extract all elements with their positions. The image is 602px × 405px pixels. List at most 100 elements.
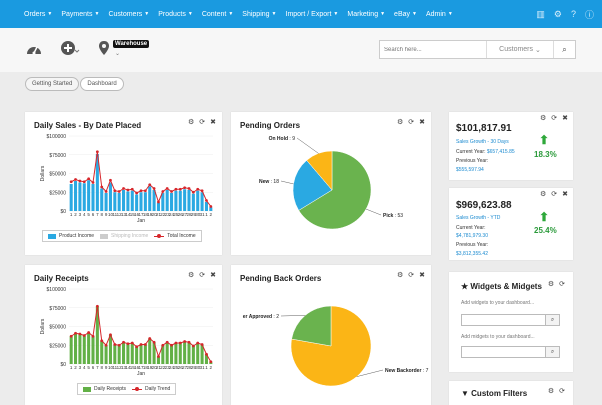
y-tick-label: $75000 xyxy=(49,153,66,159)
close-icon[interactable]: ✖ xyxy=(419,272,425,279)
legend-item[interactable]: Daily Trend xyxy=(131,386,170,392)
stat-link[interactable]: Sales Growth - YTD xyxy=(456,215,501,221)
refresh-icon[interactable]: ⟳ xyxy=(199,119,206,126)
pie-label: Pick : 53 xyxy=(383,213,403,219)
close-icon[interactable]: ✖ xyxy=(210,272,216,279)
x-tick-label: 12 xyxy=(117,365,123,370)
bar xyxy=(174,190,178,211)
search-bar: Customers ⌄ ⌕ xyxy=(379,40,576,59)
x-tick-label: 3 xyxy=(79,365,82,370)
search-icon[interactable]: ⌕ xyxy=(545,315,559,325)
gear-icon[interactable]: ⚙ xyxy=(187,119,195,126)
nav-item-label: Content xyxy=(201,10,227,18)
gear-icon[interactable]: ⚙ xyxy=(539,115,547,122)
nav-item-admin[interactable]: Admin ▼ xyxy=(426,11,453,18)
x-tick-label: 5 xyxy=(87,365,90,370)
warehouse-badge[interactable]: Warehouse xyxy=(113,40,150,48)
dashboard-gauge-icon[interactable] xyxy=(25,40,43,61)
nav-item-marketing[interactable]: Marketing ▼ xyxy=(347,11,385,18)
midget-search-input[interactable] xyxy=(462,347,545,357)
nav-item-products[interactable]: Products ▼ xyxy=(158,11,193,18)
nav-item-payments[interactable]: Payments ▼ xyxy=(61,11,99,18)
daily-receipts-panel: Daily Receipts ⚙ ⟳ ✖ $0 $25000 $50000 $75000 $… xyxy=(25,265,222,405)
refresh-icon[interactable]: ⟳ xyxy=(408,119,415,126)
trend-point xyxy=(82,180,86,184)
bar xyxy=(191,193,195,211)
trend-point xyxy=(135,191,139,195)
bar xyxy=(183,189,187,211)
x-tick-label: 14 xyxy=(125,212,131,217)
y-tick-label: $25000 xyxy=(49,190,66,196)
refresh-icon[interactable]: ⟳ xyxy=(559,281,565,288)
legend-item[interactable]: Daily Receipts xyxy=(83,386,126,392)
refresh-icon[interactable]: ⟳ xyxy=(551,191,558,198)
nav-item-ebay[interactable]: eBay ▼ xyxy=(394,11,417,18)
bar xyxy=(82,183,86,211)
gear-icon[interactable]: ⚙ xyxy=(547,281,555,288)
legend-item[interactable]: Product Income xyxy=(48,233,94,239)
nav-item-content[interactable]: Content ▼ xyxy=(202,11,233,18)
trend-point xyxy=(87,177,91,181)
trend-point xyxy=(69,180,73,184)
gear-icon[interactable]: ⚙ xyxy=(187,272,195,279)
legend-label: Product Income xyxy=(59,233,95,239)
bar xyxy=(78,334,82,364)
y-tick-label: $0 xyxy=(60,362,66,368)
bar xyxy=(178,343,182,364)
widget-search-input[interactable] xyxy=(462,315,545,325)
tab-getting-started[interactable]: Getting Started xyxy=(25,77,80,91)
bar xyxy=(204,202,208,211)
close-icon[interactable]: ✖ xyxy=(562,115,568,122)
nav-item-import-export[interactable]: Import / Export ▼ xyxy=(286,11,339,18)
panel-tools: ⚙ ⟳ ✖ xyxy=(535,190,568,198)
stat-link[interactable]: Sales Growth - 30 Days xyxy=(456,139,509,145)
x-tick-label: 28 xyxy=(186,365,192,370)
pending-orders-pie: Pick : 53 New : 18 On Hold : 9 xyxy=(259,136,403,230)
trend-point xyxy=(87,331,91,334)
widgets-panel: ★ Widgets & Midgets ⚙ ⟳ Add widgets to yo… xyxy=(449,272,573,372)
refresh-icon[interactable]: ⟳ xyxy=(199,272,206,279)
nav-item-label: Shipping xyxy=(242,10,270,18)
chevron-down-icon[interactable]: ⌄ xyxy=(115,51,121,57)
refresh-icon[interactable]: ⟳ xyxy=(408,272,415,279)
info-icon[interactable]: ⓘ xyxy=(584,9,594,20)
gear-icon[interactable]: ⚙ xyxy=(553,8,562,19)
gear-icon[interactable]: ⚙ xyxy=(539,191,547,198)
bar xyxy=(178,190,182,211)
add-icon[interactable] xyxy=(60,40,80,61)
bar xyxy=(91,336,95,364)
tab-dashboard[interactable]: Dashboard xyxy=(80,77,124,91)
current-year-label: Current Year: $657,415.85 xyxy=(456,149,515,155)
legend-item[interactable]: Total Income xyxy=(154,233,196,239)
nav-item-orders[interactable]: Orders ▼ xyxy=(24,11,52,18)
x-tick-label: 24 xyxy=(169,365,175,370)
close-icon[interactable]: ✖ xyxy=(562,191,568,198)
search-icon[interactable]: ⌕ xyxy=(545,347,559,357)
search-button[interactable]: ⌕ xyxy=(554,41,575,58)
nav-item-label: Marketing xyxy=(347,10,379,18)
chart-icon[interactable]: ▥ xyxy=(536,8,545,19)
arrow-up-icon: ⬆ xyxy=(539,210,550,224)
star-icon: ★ xyxy=(461,282,469,291)
location-pin-icon[interactable] xyxy=(98,40,110,61)
trend-point xyxy=(187,187,191,190)
refresh-icon[interactable]: ⟳ xyxy=(559,388,565,395)
search-input[interactable] xyxy=(380,41,487,58)
refresh-icon[interactable]: ⟳ xyxy=(551,115,558,122)
trend-point xyxy=(191,344,195,348)
trend-point xyxy=(139,343,143,346)
custom-filters-title: ▼ Custom Filters xyxy=(461,389,527,398)
close-icon[interactable]: ✖ xyxy=(210,119,216,126)
nav-item-customers[interactable]: Customers ▼ xyxy=(108,11,149,18)
pie-leader-line xyxy=(280,315,306,317)
trend-point xyxy=(143,343,147,346)
close-icon[interactable]: ✖ xyxy=(419,119,425,126)
gear-icon[interactable]: ⚙ xyxy=(396,119,404,126)
nav-item-shipping[interactable]: Shipping ▼ xyxy=(242,11,276,18)
legend-item[interactable]: Shipping Income xyxy=(100,233,148,239)
search-scope-select[interactable]: Customers ⌄ xyxy=(487,41,554,58)
x-tick-label: 15 xyxy=(130,212,136,217)
gear-icon[interactable]: ⚙ xyxy=(396,272,404,279)
gear-icon[interactable]: ⚙ xyxy=(547,388,555,395)
help-icon[interactable]: ? xyxy=(570,9,576,19)
